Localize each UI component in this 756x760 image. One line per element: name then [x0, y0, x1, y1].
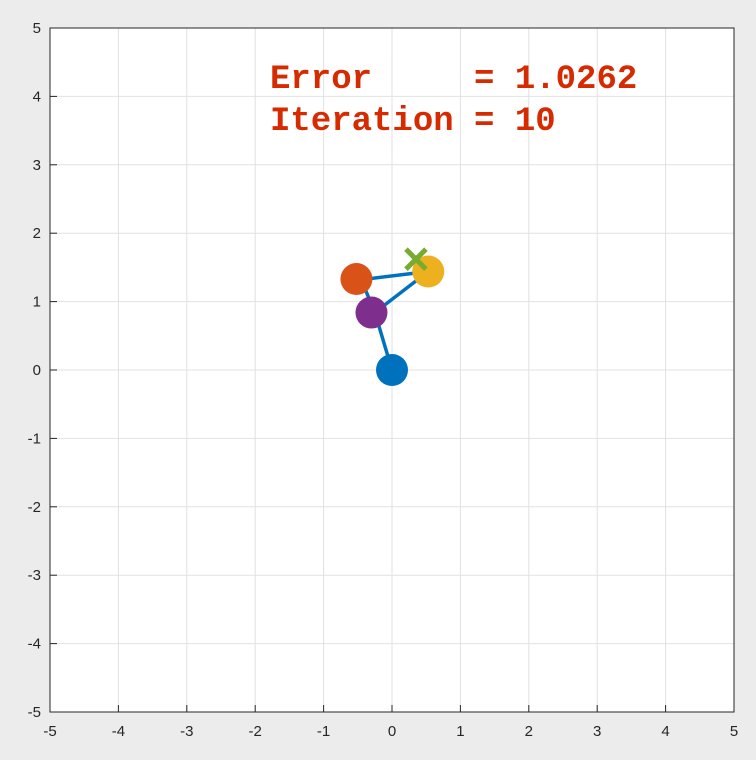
x-tick-label: 5 [730, 723, 738, 740]
y-tick-label: -1 [28, 430, 41, 447]
x-tick-label: 2 [525, 723, 533, 740]
y-tick-label: 0 [33, 362, 41, 379]
y-tick-label: 3 [33, 157, 41, 174]
x-tick-label: -5 [43, 723, 56, 740]
y-tick-label: -2 [28, 499, 41, 516]
x-tick-label: 4 [661, 723, 669, 740]
target-x-stroke [404, 247, 428, 271]
y-axis-ticks: 5 4 3 2 1 0 -1 -2 -3 -4 -5 [28, 20, 57, 721]
y-tick-label: 2 [33, 225, 41, 242]
x-tick-label: -2 [249, 723, 262, 740]
y-tick-label: -3 [28, 567, 41, 584]
x-tick-label: 3 [593, 723, 601, 740]
joint-marker [355, 296, 388, 329]
x-tick-label: 1 [456, 723, 464, 740]
y-tick-label: -4 [28, 636, 41, 653]
y-tick-label: 5 [33, 20, 41, 37]
joint-marker [340, 263, 373, 296]
x-axis-ticks: -5 -4 -3 -2 -1 0 1 2 3 4 5 [43, 705, 738, 740]
x-tick-label: -4 [112, 723, 125, 740]
y-tick-label: -5 [28, 704, 41, 721]
iteration-annotation: Iteration = 10 [270, 103, 556, 141]
x-tick-label: -3 [180, 723, 193, 740]
error-annotation: Error = 1.0262 [270, 61, 637, 99]
joint-marker [376, 354, 408, 386]
y-tick-label: 4 [33, 88, 41, 105]
x-tick-label: -1 [317, 723, 330, 740]
y-tick-label: 1 [33, 294, 41, 311]
x-tick-label: 0 [388, 723, 396, 740]
target-marker [404, 247, 428, 271]
